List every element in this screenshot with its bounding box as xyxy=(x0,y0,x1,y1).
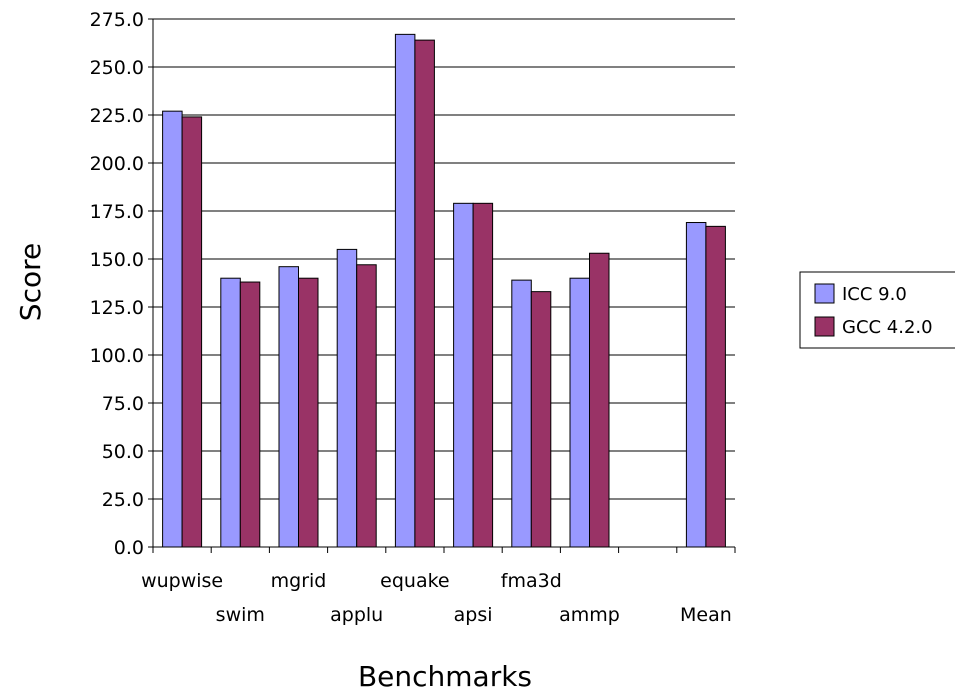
y-tick-label: 250.0 xyxy=(90,57,144,79)
bar-gcc-mgrid xyxy=(298,277,319,548)
y-tick-label: 75.0 xyxy=(102,393,144,415)
bar-gcc-swim xyxy=(239,281,261,548)
bar-gcc-applu xyxy=(356,264,377,548)
x-tick-label: swim xyxy=(216,604,265,626)
bar-gcc-ammp xyxy=(589,252,610,548)
x-tick-label: mgrid xyxy=(271,570,327,592)
bar-gcc-Mean xyxy=(705,225,726,548)
bar-icc-equake xyxy=(394,33,416,548)
y-tick-label: 50.0 xyxy=(102,441,144,463)
bar-icc-wupwise xyxy=(162,110,183,548)
legend: ICC 9.0 GCC 4.2.0 xyxy=(799,271,955,349)
bar-gcc-fma3d xyxy=(530,291,552,548)
bar-gcc-equake xyxy=(414,39,435,548)
x-tick-label: apsi xyxy=(454,604,493,626)
y-tick-label: 25.0 xyxy=(102,489,144,511)
bar-gcc-apsi xyxy=(472,202,494,548)
y-tick-label: 125.0 xyxy=(90,297,144,319)
y-tick-label: 225.0 xyxy=(90,105,144,127)
x-tick-label: wupwise xyxy=(141,570,223,592)
bar-icc-ammp xyxy=(569,277,590,548)
y-tick-label: 175.0 xyxy=(90,201,144,223)
x-tick-label: equake xyxy=(380,570,449,592)
y-tick-label: 100.0 xyxy=(90,345,144,367)
bar-icc-apsi xyxy=(453,202,474,548)
x-axis-title: Benchmarks xyxy=(358,660,532,692)
legend-label: ICC 9.0 xyxy=(842,284,907,305)
x-tick-label: fma3d xyxy=(501,570,562,592)
bar-icc-fma3d xyxy=(511,279,532,548)
x-tick-label: applu xyxy=(330,604,383,626)
legend-swatch xyxy=(814,316,835,337)
y-tick-labels: 0.0 25.0 50.0 75.0 100.0 125.0 150.0 175.0 200.0… xyxy=(90,9,144,559)
x-tick-label: ammp xyxy=(559,604,620,626)
axes xyxy=(148,18,736,553)
bar-icc-applu xyxy=(336,248,358,548)
bar-icc-swim xyxy=(220,277,241,548)
bar-gcc-wupwise xyxy=(181,116,203,548)
bars xyxy=(162,33,726,548)
y-tick-label: 0.0 xyxy=(114,537,144,559)
x-tick-label: Mean xyxy=(680,604,732,626)
y-tick-label: 150.0 xyxy=(90,249,144,271)
legend-label: GCC 4.2.0 xyxy=(842,317,933,338)
y-tick-label: 275.0 xyxy=(90,9,144,31)
y-axis-title: Score xyxy=(14,243,47,321)
y-tick-label: 200.0 xyxy=(90,153,144,175)
legend-swatch xyxy=(814,283,835,304)
bar-icc-mgrid xyxy=(278,266,299,548)
bar-icc-Mean xyxy=(685,222,707,548)
